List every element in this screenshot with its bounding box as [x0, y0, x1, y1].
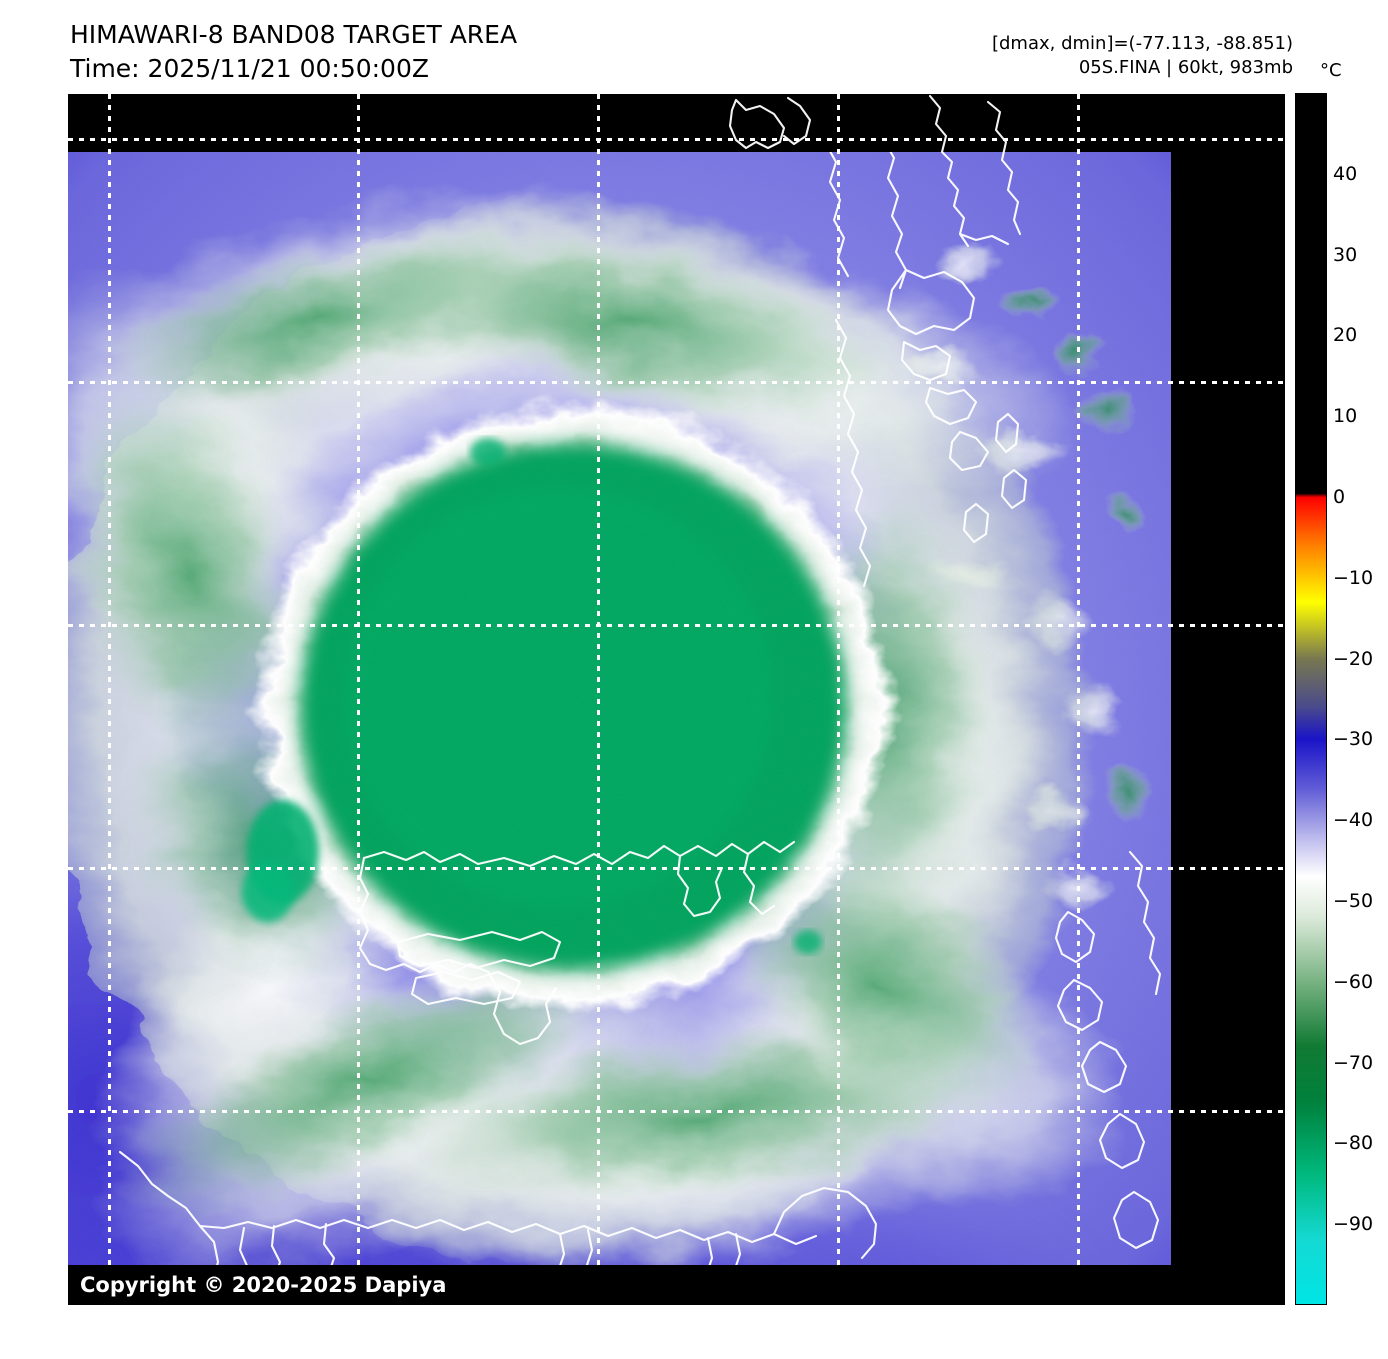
copyright-label: Copyright © 2020-2025 Dapiya — [80, 1273, 447, 1297]
colorbar-tick-13: −90 — [1333, 1213, 1374, 1236]
data-range-label: [dmax, dmin]=(-77.113, -88.851) — [991, 33, 1293, 54]
coastline-overlay — [118, 152, 1168, 1305]
colorbar-tick-0: 40 — [1333, 162, 1358, 185]
satellite-canvas: Copyright © 2020-2025 Dapiya — [68, 94, 1285, 1305]
storm-info-label: 05S.FINA | 60kt, 983mb — [1078, 57, 1293, 79]
colorbar[interactable] — [1295, 93, 1327, 1305]
satellite-plot[interactable]: Copyright © 2020-2025 Dapiya 6°S 8°S 10°… — [68, 94, 1285, 1305]
colorbar-tick-3: 10 — [1333, 405, 1358, 428]
title-block: HIMAWARI-8 BAND08 TARGET AREA Time: 2025… — [70, 18, 517, 85]
page-title: HIMAWARI-8 BAND08 TARGET AREA — [70, 20, 518, 49]
infrared-raster — [68, 152, 1171, 1305]
colorbar-tick-12: −80 — [1333, 1132, 1374, 1155]
colorbar-tick-1: 30 — [1333, 243, 1358, 266]
metadata-block: [dmax, dmin]=(-77.113, -88.851) 05S.FINA… — [992, 32, 1293, 81]
colorbar-tick-10: −60 — [1333, 970, 1374, 993]
copyright-banner: Copyright © 2020-2025 Dapiya — [68, 1265, 1171, 1305]
colorbar-tick-11: −70 — [1333, 1051, 1374, 1074]
colorbar-tick-5: −10 — [1333, 566, 1374, 589]
colorbar-unit-label: °C — [1320, 60, 1342, 81]
satellite-image-data — [68, 152, 1171, 1305]
colorbar-tick-9: −50 — [1333, 890, 1374, 912]
colorbar-tick-7: −30 — [1333, 728, 1374, 751]
colorbar-tick-4: 0 — [1333, 485, 1346, 508]
colorbar-tick-2: 20 — [1333, 324, 1358, 347]
colorbar-tick-8: −40 — [1333, 809, 1374, 832]
colorbar-tick-6: −20 — [1333, 647, 1374, 670]
timestamp-label: Time: 2025/11/21 00:50:00Z — [70, 53, 429, 83]
colorbar-tick-labels: 40 30 20 10 0 −10 −20 −30 −40 −50 −60 −70 −80 −90 — [1295, 93, 1373, 1305]
gridline-lat-6s — [68, 138, 1285, 141]
